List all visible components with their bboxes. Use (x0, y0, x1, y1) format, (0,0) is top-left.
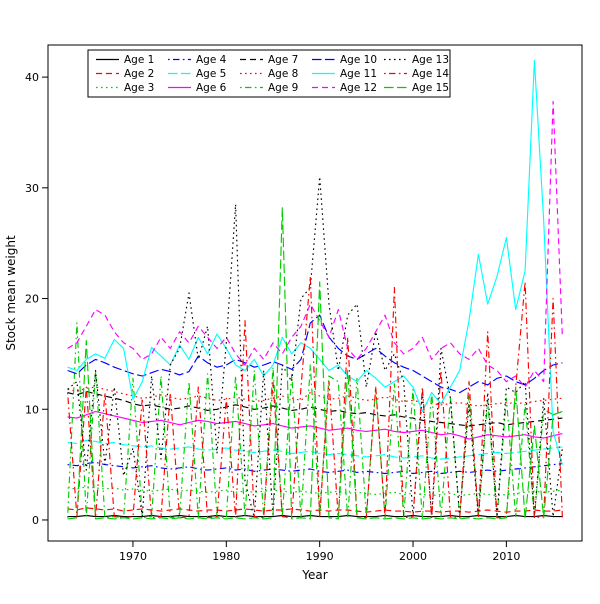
legend-label-age-9: Age 9 (268, 82, 298, 94)
y-tick-label: 20 (25, 293, 39, 306)
series-line-age-5 (67, 439, 563, 460)
legend-label-age-1: Age 1 (124, 54, 154, 66)
series-line-age-11 (67, 59, 563, 465)
plot-box (47, 44, 583, 542)
series-line-age-3 (67, 486, 563, 497)
legend-label-age-13: Age 13 (412, 54, 449, 66)
legend-label-age-14: Age 14 (412, 68, 449, 80)
legend-label-age-12: Age 12 (340, 82, 377, 94)
legend-label-age-10: Age 10 (340, 54, 377, 66)
legend-label-age-8: Age 8 (268, 68, 298, 80)
x-tick-label: 2000 (399, 550, 427, 563)
series-line-age-12 (67, 100, 563, 388)
x-tick-label: 2010 (492, 550, 520, 563)
legend-label-age-2: Age 2 (124, 68, 154, 80)
legend-label-age-3: Age 3 (124, 82, 154, 94)
legend-label-age-7: Age 7 (268, 54, 298, 66)
legend-label-age-15: Age 15 (412, 82, 449, 94)
series-line-age-1 (67, 514, 563, 518)
legend-label-age-4: Age 4 (196, 54, 227, 66)
series-line-age-4 (67, 461, 563, 475)
x-tick-label: 1990 (306, 550, 334, 563)
legend-label-age-5: Age 5 (196, 68, 226, 80)
series-line-age-15 (67, 207, 563, 520)
x-axis-title: Year (301, 568, 327, 582)
y-tick-label: 10 (25, 403, 39, 416)
y-axis-title: Stock mean weight (4, 235, 18, 351)
series-line-age-9 (67, 322, 563, 519)
series-line-age-2 (67, 507, 563, 513)
legend-label-age-11: Age 11 (340, 68, 377, 80)
y-tick-label: 0 (32, 514, 39, 527)
series-line-age-6 (67, 410, 563, 440)
y-tick-label: 30 (25, 182, 39, 195)
x-tick-label: 1970 (119, 550, 147, 563)
legend-label-age-6: Age 6 (196, 82, 227, 94)
x-tick-label: 1980 (212, 550, 240, 563)
y-tick-label: 40 (25, 71, 39, 84)
series-line-age-10 (67, 314, 563, 394)
